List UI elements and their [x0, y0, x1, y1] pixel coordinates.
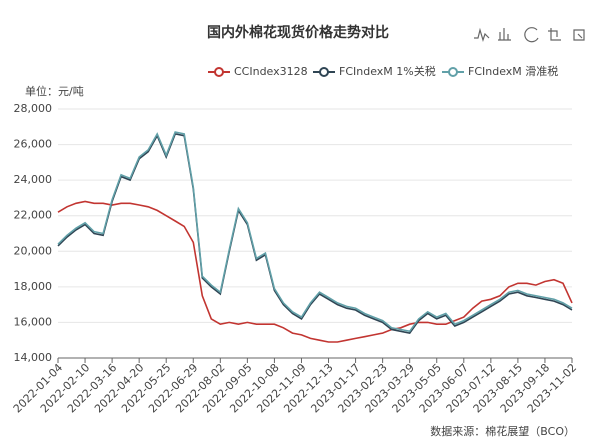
y-tick-label: 26,000	[14, 138, 53, 151]
legend-item: FCIndexM 1%关税	[313, 64, 436, 78]
y-tick-label: 28,000	[14, 102, 53, 115]
y-tick-label: 18,000	[14, 280, 53, 293]
source: 数据来源：棉花展望（BCO）	[430, 424, 575, 438]
series-line	[57, 132, 573, 334]
y-tick-label: 20,000	[14, 244, 53, 257]
legend-label: CCIndex3128	[234, 65, 308, 78]
y-tick-label: 24,000	[14, 173, 53, 186]
legend-marker	[448, 67, 458, 77]
y-unit: 单位：元/吨	[25, 84, 84, 98]
tool-reset[interactable]	[573, 29, 585, 41]
y-tick-label: 16,000	[14, 315, 53, 328]
tool-line[interactable]	[474, 27, 490, 42]
series-line	[57, 200, 573, 343]
toolbar[interactable]	[474, 27, 585, 43]
legend-marker	[214, 67, 224, 77]
tool-restore[interactable]	[524, 27, 539, 43]
tool-bar[interactable]	[498, 28, 511, 41]
y-tick-label: 14,000	[14, 351, 53, 364]
chart-title: 国内外棉花现货价格走势对比	[207, 24, 389, 41]
series-line	[57, 131, 573, 333]
legend-label: FCIndexM 1%关税	[339, 64, 436, 78]
legend-item: FCIndexM 滑准税	[442, 64, 558, 78]
y-tick-label: 22,000	[14, 209, 53, 222]
legend-item: CCIndex3128	[208, 65, 308, 78]
tool-zoom[interactable]	[548, 28, 561, 41]
legend-label: FCIndexM 滑准税	[468, 64, 558, 78]
legend-marker	[319, 67, 329, 77]
